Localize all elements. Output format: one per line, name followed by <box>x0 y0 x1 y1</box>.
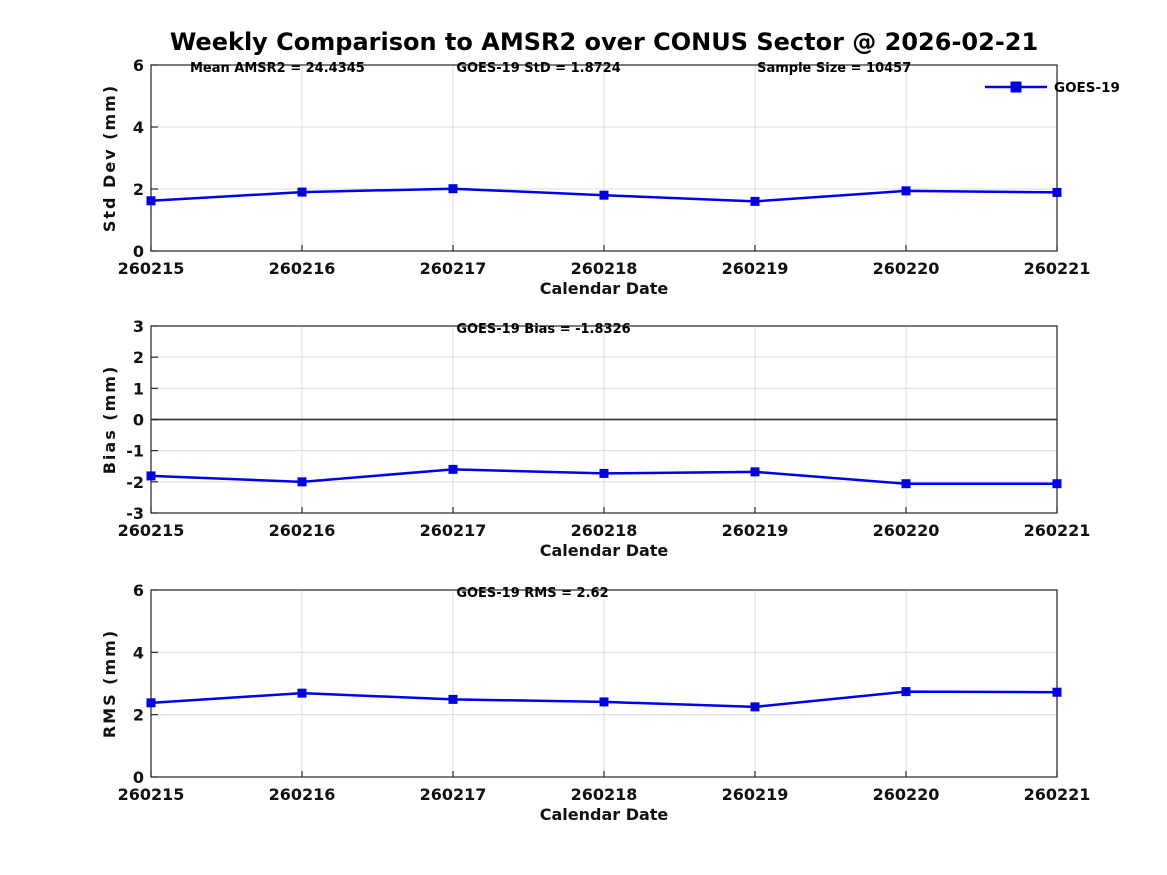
legend-label: GOES-19 <box>1054 80 1120 96</box>
annotation-text: GOES-19 StD = 1.8724 <box>456 61 620 76</box>
data-point-marker <box>146 196 156 206</box>
annotation-text: GOES-19 Bias = -1.8326 <box>456 322 630 337</box>
x-tick-label: 260219 <box>722 521 789 540</box>
x-tick-label: 260215 <box>118 259 185 278</box>
x-tick-label: 260221 <box>1024 785 1091 804</box>
data-point-marker <box>599 697 609 707</box>
data-point-marker <box>750 702 760 712</box>
subplot-bias: 260215 260216 260217 260218 260219 260220 2602… <box>100 317 1090 560</box>
x-tick-label: 260218 <box>571 259 638 278</box>
x-tick-label: 260216 <box>269 521 336 540</box>
y-tick-label: -1 <box>126 442 144 461</box>
y-axis-label: RMS (mm) <box>100 629 119 738</box>
data-point-marker <box>297 688 307 698</box>
data-point-marker <box>146 471 156 481</box>
x-tick-label: 260220 <box>873 259 940 278</box>
x-tick-label: 260217 <box>420 785 487 804</box>
x-tick-label: 260218 <box>571 521 638 540</box>
x-tick-label: 260218 <box>571 785 638 804</box>
y-tick-label: -3 <box>126 504 144 523</box>
data-point-marker <box>750 196 760 206</box>
data-point-marker <box>901 687 911 697</box>
x-axis-label: Calendar Date <box>540 541 669 560</box>
data-point-marker <box>448 184 458 194</box>
data-point-marker <box>750 467 760 477</box>
data-point-marker <box>901 186 911 196</box>
x-tick-label: 260220 <box>873 521 940 540</box>
x-tick-label: 260216 <box>269 785 336 804</box>
annotation-text: Sample Size = 10457 <box>757 61 911 76</box>
y-tick-label: 6 <box>133 581 144 600</box>
y-tick-label: 6 <box>133 56 144 75</box>
x-tick-label: 260219 <box>722 259 789 278</box>
subplot-rms: 260215 260216 260217 260218 260219 260220 2602… <box>100 581 1090 824</box>
y-tick-label: 3 <box>133 317 144 336</box>
x-tick-label: 260217 <box>420 259 487 278</box>
data-point-marker <box>1052 187 1062 197</box>
data-point-marker <box>297 187 307 197</box>
data-point-marker <box>901 479 911 489</box>
y-tick-label: 1 <box>133 379 144 398</box>
y-tick-label: 2 <box>133 706 144 725</box>
y-tick-label: 4 <box>133 118 144 137</box>
annotation-text: GOES-19 RMS = 2.62 <box>456 586 608 601</box>
data-point-marker <box>448 464 458 474</box>
data-point-marker <box>297 477 307 487</box>
y-axis-label: Bias (mm) <box>100 365 119 475</box>
data-point-marker <box>1052 479 1062 489</box>
x-tick-label: 260221 <box>1024 521 1091 540</box>
x-axis-label: Calendar Date <box>540 805 669 824</box>
data-point-marker <box>1052 687 1062 697</box>
y-tick-label: -2 <box>126 473 144 492</box>
x-tick-label: 260217 <box>420 521 487 540</box>
y-tick-label: 0 <box>133 768 144 787</box>
y-tick-label: 2 <box>133 348 144 367</box>
y-axis-label: Std Dev (mm) <box>100 84 119 232</box>
subplot-std_dev: 260215 260216 260217 260218 260219 260220 2602… <box>100 56 1120 298</box>
x-tick-label: 260215 <box>118 521 185 540</box>
y-tick-label: 2 <box>133 180 144 199</box>
data-point-marker <box>448 694 458 704</box>
y-tick-label: 4 <box>133 643 144 662</box>
figure-title: Weekly Comparison to AMSR2 over CONUS Se… <box>169 28 1039 56</box>
y-tick-label: 0 <box>133 242 144 261</box>
x-tick-label: 260220 <box>873 785 940 804</box>
annotation-text: Mean AMSR2 = 24.4345 <box>190 61 365 76</box>
x-tick-label: 260215 <box>118 785 185 804</box>
y-tick-label: 0 <box>133 411 144 430</box>
x-tick-label: 260216 <box>269 259 336 278</box>
x-axis-label: Calendar Date <box>540 279 669 298</box>
x-tick-label: 260219 <box>722 785 789 804</box>
data-point-marker <box>146 698 156 708</box>
x-tick-label: 260221 <box>1024 259 1091 278</box>
data-point-marker <box>599 190 609 200</box>
legend-marker <box>1010 81 1022 93</box>
data-point-marker <box>599 468 609 478</box>
